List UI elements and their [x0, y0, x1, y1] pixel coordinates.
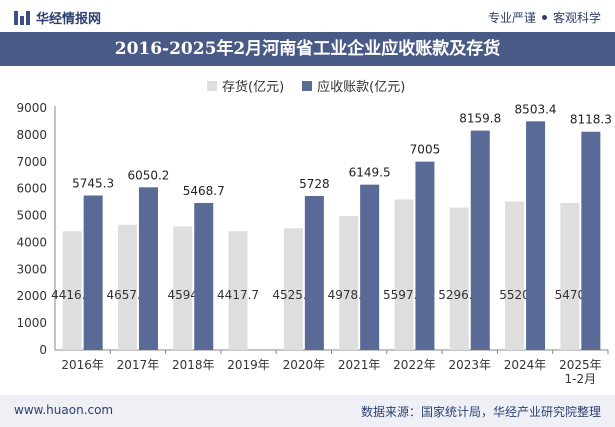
slogan-right: 客观科学 — [552, 11, 601, 25]
data-label-inventory: 4416.5 — [51, 288, 93, 302]
bar-inventory — [560, 202, 580, 350]
bar-receivables — [470, 130, 490, 350]
bar-inventory — [339, 216, 359, 350]
x-tick-label: 1-2月 — [565, 372, 597, 386]
bar-inventory — [283, 228, 303, 350]
x-tick-label: 2020年 — [283, 358, 326, 372]
bar-receivables — [581, 131, 601, 350]
legend-item-inventory: 存货(亿元) — [207, 76, 284, 95]
data-label-receivables: 8118.3 — [570, 113, 612, 127]
data-label-receivables: 6050.2 — [127, 168, 169, 182]
y-tick-label: 7000 — [16, 155, 47, 169]
bar-chart: 0 1000 2000 3000 4000 5000 6000 7000 8000 9000 201… — [16, 101, 612, 386]
brand-logo-icon — [14, 10, 30, 25]
data-label-receivables: 5468.7 — [183, 184, 225, 198]
y-tick-label: 2000 — [16, 289, 47, 303]
data-label-inventory: 4594 — [167, 288, 198, 302]
top-bar: 华经情报网 专业严谨 客观科学 — [0, 0, 615, 32]
y-tick-label: 4000 — [16, 235, 47, 249]
bar-receivables — [526, 121, 546, 350]
data-label-inventory: 4417.7 — [217, 288, 259, 302]
bar-receivables — [415, 161, 435, 350]
footer-website[interactable]: www.huaon.com — [14, 403, 114, 417]
bar-inventory — [173, 226, 193, 350]
x-tick-label: 2023年 — [448, 358, 491, 372]
bar-receivables — [360, 184, 380, 350]
x-tick-label: 2022年 — [393, 358, 436, 372]
chart-legend: 存货(亿元) 应收账款(亿元) — [207, 76, 405, 95]
y-tick-label: 9000 — [16, 101, 47, 115]
y-tick-label: 5000 — [16, 209, 47, 223]
y-tick-label: 8000 — [16, 128, 47, 142]
slogan-left: 专业严谨 — [487, 11, 536, 25]
chart-title: 2016-2025年2月河南省工业企业应收账款及存货 — [114, 39, 501, 59]
y-tick-label: 1000 — [16, 316, 47, 330]
data-label-receivables: 5728 — [299, 177, 330, 191]
x-tick-label: 2021年 — [338, 358, 381, 372]
data-label-receivables: 7005 — [410, 143, 441, 157]
data-label-inventory: 5520 — [499, 288, 530, 302]
title-bar: 2016-2025年2月河南省工业企业应收账款及存货 — [0, 32, 615, 66]
bar-inventory — [505, 201, 525, 350]
bar-receivables — [138, 187, 158, 350]
data-label-inventory: 5470 — [555, 288, 586, 302]
legend-item-receivables: 应收账款(亿元) — [302, 76, 405, 95]
bar-inventory — [117, 224, 137, 350]
legend-label-inventory: 存货(亿元) — [222, 80, 285, 95]
bar-receivables — [304, 195, 324, 350]
x-tick-label: 2017年 — [117, 358, 160, 372]
data-label-receivables: 8503.4 — [515, 102, 557, 116]
legend-label-receivables: 应收账款(亿元) — [317, 80, 406, 95]
x-tick-label: 2016年 — [61, 358, 104, 372]
y-tick-label: 6000 — [16, 182, 47, 196]
legend-swatch-receivables — [302, 80, 313, 91]
data-label-inventory: 4525.1 — [272, 288, 314, 302]
separator-dot-icon — [541, 15, 547, 20]
footer: www.huaon.com 数据来源：国家统计局，华经产业研究院整理 — [0, 395, 615, 427]
y-tick-label: 3000 — [16, 262, 47, 276]
data-label-inventory: 5296.2 — [438, 288, 480, 302]
data-label-receivables: 5745.3 — [72, 177, 114, 191]
bar-inventory — [62, 231, 82, 350]
x-tick-label: 2024年 — [504, 358, 547, 372]
footer-source: 数据来源：国家统计局，华经产业研究院整理 — [360, 405, 601, 419]
bar-inventory — [394, 199, 414, 350]
brand-name: 华经情报网 — [36, 12, 102, 27]
data-label-inventory: 5597.2 — [383, 288, 425, 302]
x-tick-label: 2018年 — [172, 358, 215, 372]
x-tick-label: 2025年 — [559, 358, 602, 372]
data-label-receivables: 6149.5 — [349, 166, 391, 180]
bar-inventory — [228, 231, 248, 350]
bar-inventory — [449, 207, 469, 350]
data-label-receivables: 8159.8 — [459, 112, 501, 126]
bar-receivables — [194, 202, 214, 350]
x-tick-label: 2019年 — [227, 358, 270, 372]
slogan: 专业严谨 客观科学 — [488, 9, 601, 26]
data-label-inventory: 4978.5 — [328, 288, 370, 302]
y-tick-label: 0 — [39, 343, 47, 357]
legend-swatch-inventory — [207, 80, 217, 91]
data-label-inventory: 4657.2 — [106, 288, 148, 302]
bar-receivables — [83, 195, 103, 350]
brand: 华经情报网 — [14, 8, 101, 27]
